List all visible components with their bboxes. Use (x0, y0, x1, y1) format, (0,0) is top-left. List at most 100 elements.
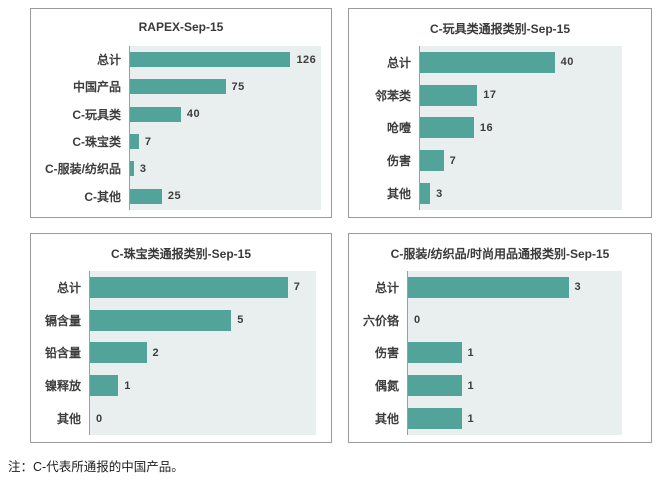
value-label: 1 (467, 379, 475, 392)
plot-area-row: 1 (89, 369, 316, 403)
bar (408, 342, 462, 364)
plot-area-row: 3 (419, 177, 622, 210)
category-label: 六价铬 (362, 313, 399, 328)
chart-row: 镍释放 1 (31, 369, 331, 403)
category-label: C-服装/纺织品 (45, 162, 121, 177)
chart-row: 总计 3 (349, 271, 651, 304)
category-label: 铅含量 (44, 346, 81, 361)
value-label: 3 (139, 162, 147, 175)
chart-row: 偶氮 1 (349, 369, 651, 403)
chart-title: C-珠宝类通报类别-Sep-15 (110, 247, 251, 261)
category-label: 总计 (96, 53, 121, 68)
value-label: 75 (231, 80, 245, 93)
plot-area-row: 5 (89, 303, 316, 337)
category-label: 镍释放 (44, 379, 81, 394)
plot-area-row: 2 (89, 336, 316, 370)
bar (130, 79, 226, 95)
category-label: 总计 (386, 55, 411, 70)
bar (130, 134, 139, 150)
value-label: 16 (479, 121, 494, 134)
chart-row: 镉含量 5 (31, 303, 331, 337)
plot-area-row: 126 (129, 46, 321, 74)
category-label: 其他 (374, 412, 399, 427)
category-label: 其他 (386, 187, 411, 202)
chart-plot: 总计 126 中国产品 75 C-玩具类 40 C-珠宝类 7 C-服装/纺织品 3 C-其他 25 (31, 46, 331, 210)
chart-row: 总计 126 (31, 46, 331, 74)
bar (130, 106, 181, 122)
bar (90, 309, 232, 331)
chart-row: C-其他 25 (31, 182, 331, 210)
value-label: 40 (186, 108, 201, 121)
category-label: 总计 (56, 280, 81, 295)
bar (90, 276, 288, 298)
plot-area-row: 1 (407, 369, 622, 403)
plot-area-row: 25 (129, 182, 321, 210)
bar (420, 150, 444, 172)
chart-row: 邻苯类 17 (349, 78, 651, 112)
chart-panel-rapex: RAPEX-Sep-15 总计 126 中国产品 75 C-玩具类 40 C-珠宝类 7 C-服… (30, 8, 332, 218)
value-label: 1 (467, 412, 475, 425)
chart-title: C-玩具类通报类别-Sep-15 (429, 22, 570, 36)
value-label: 7 (144, 135, 152, 148)
category-label: C-玩具类 (72, 107, 121, 122)
plot-area-row: 7 (89, 271, 316, 304)
value-label: 5 (237, 314, 244, 327)
bar (408, 408, 462, 430)
plot-area-row: 40 (419, 46, 622, 79)
bar (420, 183, 431, 205)
footnote: 注：C-代表所通报的中国产品。 (8, 460, 184, 474)
plot-area-row: 7 (129, 127, 321, 156)
chart-plot: 总计 40 邻苯类 17 呛噎 16 伤害 7 其他 3 (349, 46, 651, 210)
plot-area-row: 3 (407, 271, 622, 304)
plot-area-row: 3 (129, 155, 321, 183)
bar (408, 276, 569, 298)
category-label: 总计 (374, 280, 399, 295)
bar (90, 375, 119, 397)
value-label: 1 (124, 379, 131, 392)
chart-panel-apparel: C-服装/纺织品/时尚用品通报类别-Sep-15 总计 3 六价铬 0 伤害 1 偶氮 1 其他… (348, 233, 652, 443)
chart-plot: 总计 7 镉含量 5 铅含量 2 镍释放 1 其他 0 (31, 271, 331, 435)
chart-row: 总计 7 (31, 271, 331, 304)
chart-row: 呛噎 16 (349, 111, 651, 145)
chart-panel-jewelry: C-珠宝类通报类别-Sep-15 总计 7 镉含量 5 铅含量 2 镍释放 1 其他 0 (30, 233, 332, 443)
bar (130, 52, 291, 68)
plot-area-row: 16 (419, 111, 622, 145)
category-label: 镉含量 (44, 313, 81, 328)
bar (408, 375, 462, 397)
category-label: 其他 (56, 412, 81, 427)
value-label: 1 (467, 346, 475, 359)
bar (420, 117, 474, 139)
value-label: 3 (436, 187, 443, 200)
chart-row: 六价铬 0 (349, 303, 651, 337)
chart-row: 铅含量 2 (31, 336, 331, 370)
chart-row: 伤害 1 (349, 336, 651, 370)
category-label: 偶氮 (374, 379, 399, 394)
chart-plot: 总计 3 六价铬 0 伤害 1 偶氮 1 其他 1 (349, 271, 651, 435)
plot-area-row: 40 (129, 100, 321, 128)
chart-row: 其他 0 (31, 402, 331, 435)
chart-row: 其他 3 (349, 177, 651, 210)
category-label: 伤害 (374, 346, 399, 361)
plot-area-row: 0 (407, 303, 622, 337)
category-label: 邻苯类 (374, 88, 411, 103)
chart-row: 其他 1 (349, 402, 651, 435)
chart-row: 总计 40 (349, 46, 651, 79)
category-label: C-珠宝类 (72, 135, 121, 150)
chart-row: C-珠宝类 7 (31, 127, 331, 156)
plot-area-row: 1 (407, 402, 622, 435)
value-label: 17 (483, 89, 497, 102)
value-label: 7 (293, 281, 301, 294)
value-label: 3 (574, 281, 582, 294)
bar (420, 84, 478, 106)
bar (420, 51, 555, 73)
plot-area-row: 7 (419, 144, 622, 178)
chart-row: C-服装/纺织品 3 (31, 155, 331, 183)
value-label: 0 (96, 412, 103, 425)
value-label: 25 (167, 190, 182, 203)
chart-row: 伤害 7 (349, 144, 651, 178)
plot-area-row: 1 (407, 336, 622, 370)
bar (130, 188, 162, 204)
category-label: C-其他 (84, 189, 121, 204)
bar (130, 161, 134, 177)
